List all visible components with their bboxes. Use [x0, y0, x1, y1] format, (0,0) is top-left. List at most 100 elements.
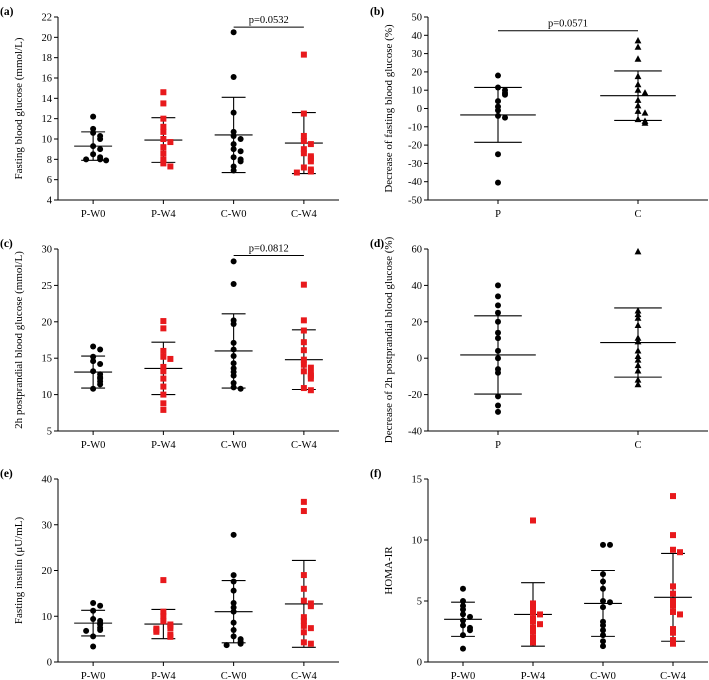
- data-point: [160, 400, 167, 407]
- data-point: [670, 602, 676, 609]
- p-value-label: p=0.0812: [249, 244, 289, 255]
- series-p: [460, 72, 536, 186]
- data-point: [230, 109, 237, 116]
- data-point: [160, 89, 167, 96]
- data-point: [300, 356, 307, 363]
- data-point: [160, 128, 167, 135]
- data-point: [670, 598, 676, 604]
- data-point: [600, 643, 606, 650]
- data-point: [670, 640, 676, 647]
- series-c: [600, 247, 676, 388]
- data-point: [300, 110, 307, 117]
- y-axis-title: Fasting blood glucose (mmol/L): [13, 37, 25, 179]
- data-point: [300, 327, 307, 334]
- y-tick-label: 18: [42, 53, 53, 64]
- data-point: [495, 179, 501, 186]
- data-point: [600, 571, 606, 578]
- data-point: [300, 508, 307, 515]
- data-point: [460, 632, 466, 639]
- data-point: [160, 375, 167, 382]
- data-point: [467, 627, 473, 634]
- data-point: [600, 585, 606, 592]
- y-tick-label: 40: [42, 475, 53, 486]
- series-p-w4: [144, 89, 183, 170]
- data-point: [230, 626, 237, 633]
- y-tick-label: 15: [42, 354, 53, 365]
- data-point: [97, 346, 104, 353]
- data-point: [634, 96, 642, 103]
- series-p: [460, 282, 536, 415]
- data-point: [670, 626, 676, 633]
- series-p-w4: [144, 577, 183, 640]
- data-point: [90, 129, 97, 136]
- data-point: [160, 363, 167, 370]
- series-c-w4: [284, 51, 323, 176]
- y-tick-label: 30: [42, 245, 53, 256]
- data-point: [607, 599, 613, 606]
- x-tick-label: C: [634, 209, 641, 220]
- data-point: [634, 376, 642, 383]
- data-point: [167, 163, 174, 170]
- data-point: [460, 645, 466, 652]
- data-point: [230, 258, 237, 265]
- data-point: [634, 334, 642, 341]
- data-point: [160, 144, 167, 151]
- data-point: [600, 627, 606, 634]
- data-point: [230, 73, 237, 80]
- data-point: [641, 109, 649, 116]
- data-point: [97, 156, 104, 163]
- data-point: [530, 615, 536, 622]
- data-point: [537, 611, 543, 618]
- y-tick-label: 60: [412, 245, 423, 256]
- data-point: [460, 598, 466, 604]
- data-point: [307, 364, 314, 371]
- data-point: [495, 84, 501, 91]
- data-point: [495, 151, 501, 158]
- data-point: [307, 155, 314, 162]
- series-p-w0: [74, 113, 113, 164]
- data-point: [300, 622, 307, 629]
- panel-f: (f) 0 5 10 15 HOMA-IR P-W0 P-W4 C-W0 C-W4: [370, 468, 708, 680]
- data-point: [223, 642, 230, 649]
- data-point: [495, 335, 501, 342]
- data-point: [495, 293, 501, 300]
- y-axis-title: Decrease of fasting blood glucose (%): [383, 24, 395, 193]
- data-point: [634, 352, 642, 359]
- data-point: [460, 606, 466, 613]
- y-tick-label: 40: [412, 31, 423, 42]
- data-point: [230, 572, 237, 579]
- data-point: [160, 160, 167, 167]
- data-point: [307, 375, 314, 382]
- x-tick-label: C-W4: [291, 671, 317, 680]
- y-tick-label: 30: [42, 520, 53, 531]
- y-tick-label: 0: [47, 658, 52, 669]
- y-tick-label: 20: [42, 566, 53, 577]
- data-point: [160, 100, 167, 107]
- data-point: [300, 146, 307, 153]
- y-tick-label: 22: [42, 13, 53, 24]
- data-point: [537, 621, 543, 628]
- data-point: [495, 393, 501, 400]
- x-tick-label: P: [495, 209, 501, 220]
- panel-e: (e) 0 10 20 30 40 Fasting insulin (μU/mL) P-W0 P…: [0, 468, 339, 680]
- data-point: [634, 310, 642, 318]
- data-point: [160, 577, 167, 584]
- data-point: [97, 626, 104, 633]
- y-tick-label: 10: [412, 536, 423, 547]
- data-point: [90, 599, 97, 606]
- data-point: [460, 622, 466, 629]
- x-tick-label: P-W0: [81, 209, 106, 220]
- data-point: [634, 347, 642, 354]
- series-c: [600, 36, 676, 126]
- data-point: [160, 136, 167, 142]
- y-axis-title: 2h postprandial blood glucose (mmol/L): [13, 251, 25, 429]
- data-point: [300, 614, 307, 621]
- data-point: [495, 107, 501, 114]
- data-point: [90, 353, 97, 360]
- data-point: [300, 597, 307, 604]
- data-point: [83, 156, 90, 163]
- data-point: [495, 112, 501, 119]
- x-tick-label: P: [495, 440, 501, 451]
- series-c-w4: [284, 281, 323, 394]
- data-point: [167, 139, 174, 146]
